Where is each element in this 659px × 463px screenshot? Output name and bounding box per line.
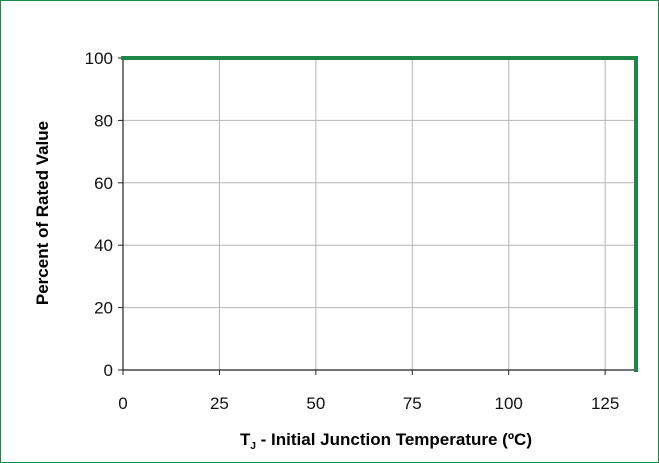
axes [122, 58, 636, 371]
x-axis-label-main: T [240, 430, 251, 449]
x-tick-label: 75 [403, 394, 422, 413]
x-tick-label: 125 [591, 394, 619, 413]
x-tick-label: 100 [495, 394, 523, 413]
y-tick-labels: 0 20 40 60 80 100 [85, 49, 123, 380]
series-line [121, 56, 638, 372]
y-tick-label: 80 [94, 111, 113, 130]
y-tick-label: 100 [85, 49, 113, 68]
x-tick-label: 50 [306, 394, 325, 413]
series [121, 56, 638, 372]
y-axis-label: Percent of Rated Value [33, 121, 52, 305]
grid [123, 57, 636, 370]
y-tick-label: 20 [94, 299, 113, 318]
x-axis-label-rest: - Initial Junction Temperature (ºC) [256, 430, 532, 449]
x-axis-label: TJ - Initial Junction Temperature (ºC) [240, 430, 532, 452]
x-tick-labels: 0 25 50 75 100 125 [118, 370, 619, 413]
x-tick-label: 0 [118, 394, 127, 413]
y-tick-label: 40 [94, 236, 113, 255]
y-tick-label: 0 [104, 361, 113, 380]
x-tick-label: 25 [210, 394, 229, 413]
x-axis-label-sub: J [250, 441, 256, 452]
y-tick-label: 60 [94, 174, 113, 193]
